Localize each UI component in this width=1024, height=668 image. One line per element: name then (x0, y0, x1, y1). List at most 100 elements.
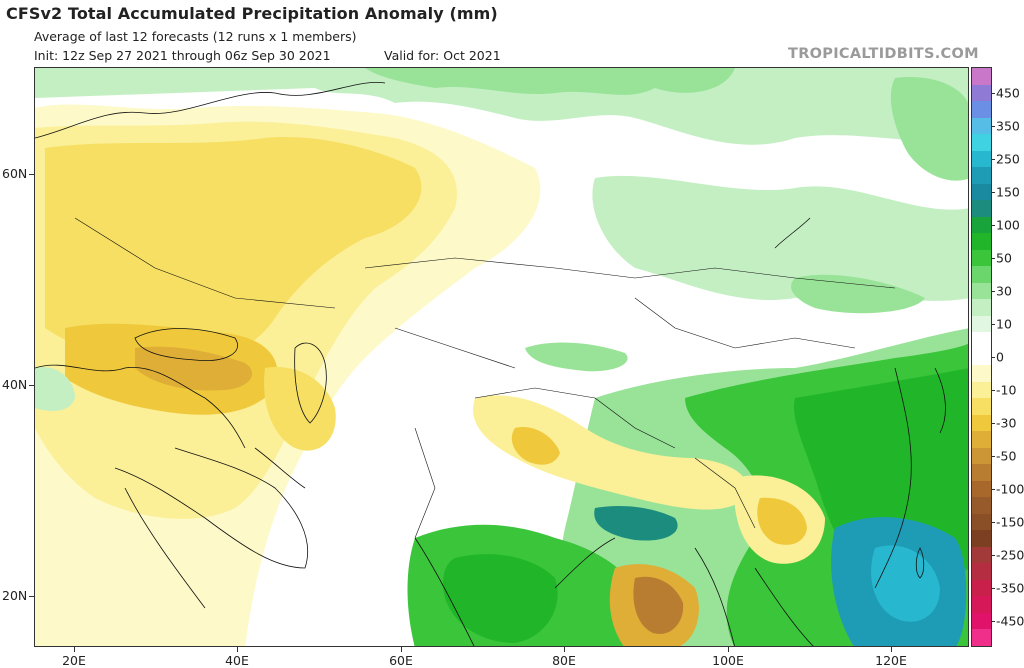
colorbar-segment (972, 315, 991, 332)
bay-of-bengal-dry-core (633, 576, 684, 634)
colorbar-label: 10 (996, 316, 1012, 332)
lat-tick-20n (29, 596, 34, 597)
europe-dry-inner (45, 137, 422, 368)
colorbar-segment (972, 84, 991, 101)
indochina-coast (694, 547, 814, 646)
colorbar-label: 250 (996, 151, 1020, 167)
lat-label-40n: 40N (2, 377, 28, 392)
caspian-sea (294, 342, 327, 424)
colorbar-label: 50 (996, 250, 1012, 266)
colorbar-segment (972, 134, 991, 151)
himalaya-wet (594, 506, 678, 541)
colorbar-segment (972, 117, 991, 134)
colorbar-tick (991, 621, 995, 623)
colorbar-label: 30 (996, 283, 1012, 299)
lon-label-20e: 20E (62, 653, 86, 668)
colorbar-segment (972, 381, 991, 398)
lon-tick-20e (74, 647, 75, 652)
caspian-dry (264, 367, 336, 451)
lon-label-100e: 100E (712, 653, 744, 668)
colorbar-segment (972, 497, 991, 514)
south-china-coast-wet (871, 545, 940, 622)
colorbar-segment (972, 447, 991, 464)
colorbar-label: -450 (996, 613, 1024, 629)
colorbar-label: -10 (996, 382, 1017, 398)
borders (74, 217, 896, 539)
map-panel (34, 67, 969, 647)
colorbar-segment (972, 612, 991, 629)
colorbar-label: -150 (996, 514, 1024, 530)
persian-gulf (254, 447, 306, 489)
lon-tick-40e (237, 647, 238, 652)
colorbar-tick (991, 423, 995, 425)
colorbar-segment (972, 299, 991, 316)
colorbar-segment (972, 233, 991, 250)
title: CFSv2 Total Accumulated Precipitation An… (6, 4, 498, 23)
colorbar-segment (972, 431, 991, 448)
tianshan-wet (525, 342, 628, 372)
colorbar-tick (991, 489, 995, 491)
baikal-lake (774, 217, 811, 249)
subtitle: Average of last 12 forecasts (12 runs x … (34, 29, 357, 44)
india-coast (414, 537, 616, 646)
korea-peninsula (934, 367, 946, 434)
lon-tick-60e (401, 647, 402, 652)
lon-label-40e: 40E (225, 653, 249, 668)
colorbar-label: -350 (996, 580, 1024, 596)
colorbar-segment (972, 513, 991, 530)
colorbar-tick (991, 323, 995, 325)
brand-logo: TROPICALTIDBITS.COM (788, 46, 979, 62)
india-wet-core (443, 554, 558, 643)
precip-anomaly-map (35, 68, 968, 646)
colorbar-tick (991, 456, 995, 458)
colorbar-segment (972, 216, 991, 233)
colorbar-tick (991, 224, 995, 226)
colorbar-label: 450 (996, 85, 1020, 101)
colorbar-tick (991, 125, 995, 127)
colorbar-segment (972, 167, 991, 184)
colorbar-label: -100 (996, 481, 1024, 497)
colorbar-segment (972, 266, 991, 283)
coastlines (35, 81, 946, 646)
china-coast (874, 367, 912, 589)
black-sea (134, 328, 238, 361)
lat-tick-40n (29, 385, 34, 386)
lon-tick-120e (891, 647, 892, 652)
taiwan (915, 547, 925, 579)
colorbar-segment (972, 530, 991, 547)
colorbar-segment (972, 150, 991, 167)
colorbar-segment (972, 101, 991, 118)
colorbar-segment (972, 332, 991, 349)
lat-label-20n: 20N (2, 588, 28, 603)
himalaya-dry (473, 395, 748, 510)
colorbar-segment (972, 348, 991, 365)
init-time: Init: 12z Sep 27 2021 through 06z Sep 30… (34, 48, 331, 63)
colorbar-segment (972, 579, 991, 596)
colorbar-tick (991, 92, 995, 94)
lon-tick-100e (728, 647, 729, 652)
siberia-wet (592, 175, 968, 301)
colorbar-segment (972, 480, 991, 497)
colorbar-segment (972, 68, 991, 85)
colorbar-tick (991, 522, 995, 524)
central-asia-wet-patch (791, 274, 925, 314)
lon-label-60e: 60E (389, 653, 413, 668)
arabian-peninsula (114, 447, 309, 569)
colorbar-segment (972, 365, 991, 382)
colorbar-tick (991, 390, 995, 392)
south-china-dry-core (757, 497, 807, 545)
lat-tick-60n (29, 174, 34, 175)
colorbar-tick (991, 257, 995, 259)
colorbar-segment (972, 398, 991, 415)
colorbar-tick (991, 588, 995, 590)
colorbar-tick (991, 191, 995, 193)
arctic-wet-band (35, 68, 968, 145)
lat-label-60n: 60N (2, 166, 28, 181)
colorbar-segment (972, 282, 991, 299)
lon-label-80e: 80E (552, 653, 576, 668)
colorbar-tick (991, 290, 995, 292)
colorbar-segment (972, 464, 991, 481)
colorbar-segment (972, 596, 991, 613)
anomaly-fields (35, 68, 968, 646)
valid-time: Valid for: Oct 2021 (384, 48, 501, 63)
